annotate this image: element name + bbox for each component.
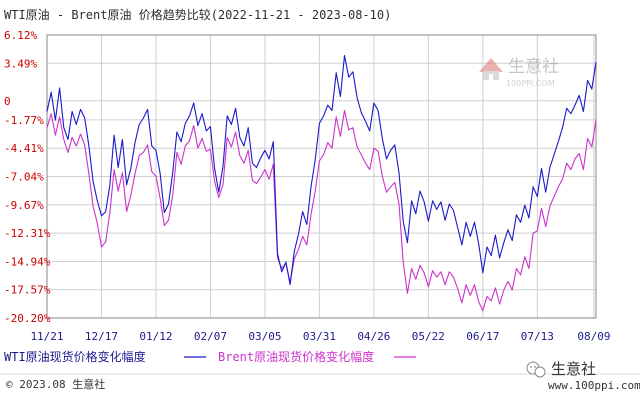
footer-copyright: © 2023.08 生意社 xyxy=(6,377,105,391)
plot-frame xyxy=(46,34,597,319)
y-tick-label: 3.49% xyxy=(4,57,37,70)
watermark-logo: 生意社 xyxy=(508,57,559,77)
y-tick-label: -17.57% xyxy=(4,284,51,297)
series-line-wti xyxy=(46,55,597,286)
legend: WTI原油现货价格变化幅度 Brent原油现货价格变化幅度 xyxy=(4,349,416,364)
y-tick-label: -7.04% xyxy=(4,171,44,184)
series-line-brent xyxy=(46,109,597,312)
footer-brand: 生意社 www.100ppi.com xyxy=(526,360,640,392)
y-tick-label: -12.31% xyxy=(4,227,51,240)
chart-title: WTI原油 - Brent原油 价格趋势比较(2022-11-21 - 2023… xyxy=(4,7,391,22)
x-tick-label: 12/17 xyxy=(85,330,118,343)
x-tick-label: 03/05 xyxy=(248,330,281,343)
x-tick-label: 11/21 xyxy=(30,330,63,343)
footer-website: www.100ppi.com xyxy=(548,379,640,392)
grid xyxy=(46,34,596,319)
x-tick-label: 05/22 xyxy=(412,330,445,343)
y-tick-label: 0 xyxy=(4,95,11,108)
wechat-icon xyxy=(526,361,546,378)
y-tick-label: -1.77% xyxy=(4,114,44,127)
legend-entry-brent: Brent原油现货价格变化幅度 xyxy=(218,349,374,364)
watermark-house-icon xyxy=(479,58,503,80)
y-axis-ticks: 6.12% 3.49% 0 -1.77% -4.41% -7.04% -9.67% -12.3… xyxy=(4,29,51,325)
y-tick-label: -9.67% xyxy=(4,199,44,212)
watermark: 生意社 100PPI.COM xyxy=(479,57,559,88)
legend-entry-wti: WTI原油现货价格变化幅度 xyxy=(4,349,146,364)
y-tick-label: -14.94% xyxy=(4,255,51,268)
series xyxy=(46,55,597,312)
x-tick-label: 03/31 xyxy=(303,330,336,343)
x-tick-label: 01/12 xyxy=(139,330,172,343)
watermark-url: 100PPI.COM xyxy=(506,79,555,88)
y-tick-label: -20.20% xyxy=(4,312,51,325)
x-axis-ticks: 11/21 12/17 01/12 02/07 03/05 03/31 04/26 05/22… xyxy=(30,330,610,343)
x-tick-label: 08/09 xyxy=(577,330,610,343)
x-tick-label: 07/13 xyxy=(521,330,554,343)
x-tick-label: 06/17 xyxy=(466,330,499,343)
footer-brand-name: 生意社 xyxy=(551,360,596,378)
x-tick-label: 02/07 xyxy=(194,330,227,343)
y-tick-label: 6.12% xyxy=(4,29,37,42)
y-tick-label: -4.41% xyxy=(4,142,44,155)
x-tick-label: 04/26 xyxy=(357,330,390,343)
